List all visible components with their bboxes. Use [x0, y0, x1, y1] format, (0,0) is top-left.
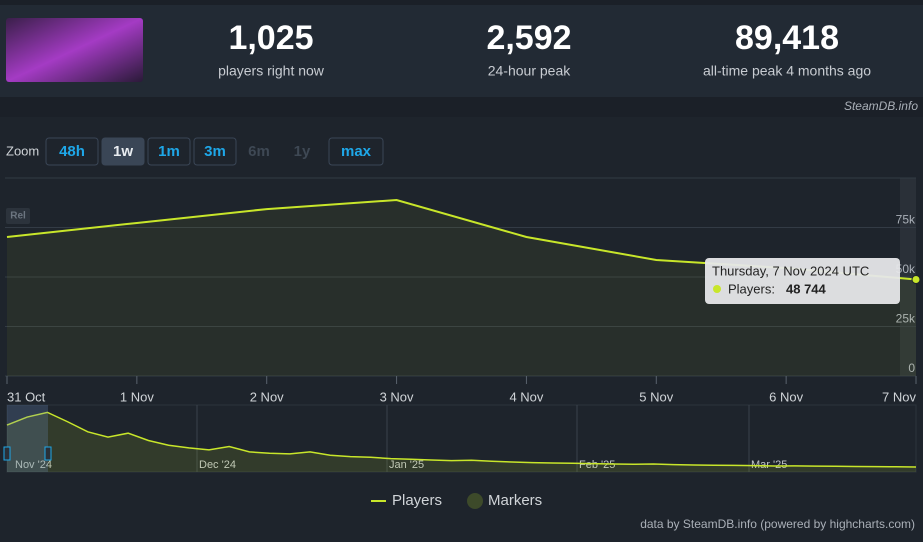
x-tick-label: 5 Nov [639, 389, 673, 404]
zoom-button-bg [193, 137, 237, 166]
y-tick-label: 0 [908, 361, 915, 375]
tooltip [705, 258, 900, 304]
navigator-label: Feb '25 [579, 459, 615, 471]
stat-label: players right now [218, 63, 325, 79]
stats-bar [0, 5, 923, 97]
zoom-button[interactable]: max [328, 137, 384, 166]
zoom-button-bg [45, 137, 99, 166]
tooltip-dot [713, 285, 721, 293]
tooltip-title: Thursday, 7 Nov 2024 UTC [712, 263, 869, 278]
legend-marker [467, 493, 483, 509]
zoom-button-bg [147, 137, 191, 166]
zoom-button-text: 6m [248, 143, 270, 160]
zoom-button: 6m [248, 143, 270, 160]
credit: SteamDB.info [844, 99, 918, 113]
navigator-label: Mar '25 [751, 459, 787, 471]
x-tick-label: 2 Nov [250, 389, 284, 404]
x-tick-label: 6 Nov [769, 389, 803, 404]
navigator-label: Nov '24 [15, 459, 52, 471]
zoom-button-text: 1w [113, 143, 133, 160]
navigator-handle[interactable] [44, 446, 52, 461]
stat-value: 2,592 [486, 19, 571, 57]
footer: data by SteamDB.info (powered by highcha… [640, 517, 915, 531]
zoom-button-bg [328, 137, 384, 166]
navigator-label: Jan '25 [389, 459, 424, 471]
zoom-button-bg [101, 137, 145, 166]
zoom-button: 1y [294, 143, 311, 160]
navigator-handle[interactable] [3, 446, 11, 461]
y-tick-label: 75k [896, 213, 916, 227]
x-tick-label: 1 Nov [120, 389, 154, 404]
legend-label[interactable]: Markers [488, 492, 542, 509]
badge-bg [6, 208, 30, 224]
navigator-label: Dec '24 [199, 459, 236, 471]
x-tick-label: 31 Oct [7, 389, 46, 404]
legend-label[interactable]: Players [392, 492, 442, 509]
y-tick-label: 25k [896, 312, 916, 326]
x-tick-label: 4 Nov [509, 389, 543, 404]
zoom-button[interactable]: 1w [101, 137, 145, 166]
game-image [6, 18, 143, 82]
stat-label: all-time peak 4 months ago [703, 63, 871, 79]
y-tick-label: 50k [896, 262, 916, 276]
stat-value: 1,025 [228, 19, 313, 57]
zoom-button-text: 1m [158, 143, 180, 160]
point [911, 274, 921, 284]
zoom-button-text: max [341, 143, 372, 160]
zoom-button-text: 48h [59, 143, 85, 160]
navigator-area [7, 412, 916, 472]
navigator-selection[interactable] [7, 405, 48, 472]
zoom-button[interactable]: 48h [45, 137, 99, 166]
tooltip-series: Players: [728, 281, 775, 296]
zoom-button-text: 3m [204, 143, 226, 160]
tooltip-value: 48 744 [786, 281, 827, 296]
badge: Rel [10, 211, 26, 222]
navigator-line [6, 411, 917, 468]
zoom-button[interactable]: 1m [147, 137, 191, 166]
x-tick-label: 7 Nov [882, 389, 916, 404]
area [7, 199, 916, 376]
x-tick-label: 3 Nov [380, 389, 414, 404]
zoom-button-text: 1y [294, 143, 311, 160]
zoom-button[interactable]: 3m [193, 137, 237, 166]
zoom-label: Zoom [6, 143, 39, 158]
stat-label: 24-hour peak [488, 63, 572, 79]
stat-value: 89,418 [735, 19, 839, 57]
